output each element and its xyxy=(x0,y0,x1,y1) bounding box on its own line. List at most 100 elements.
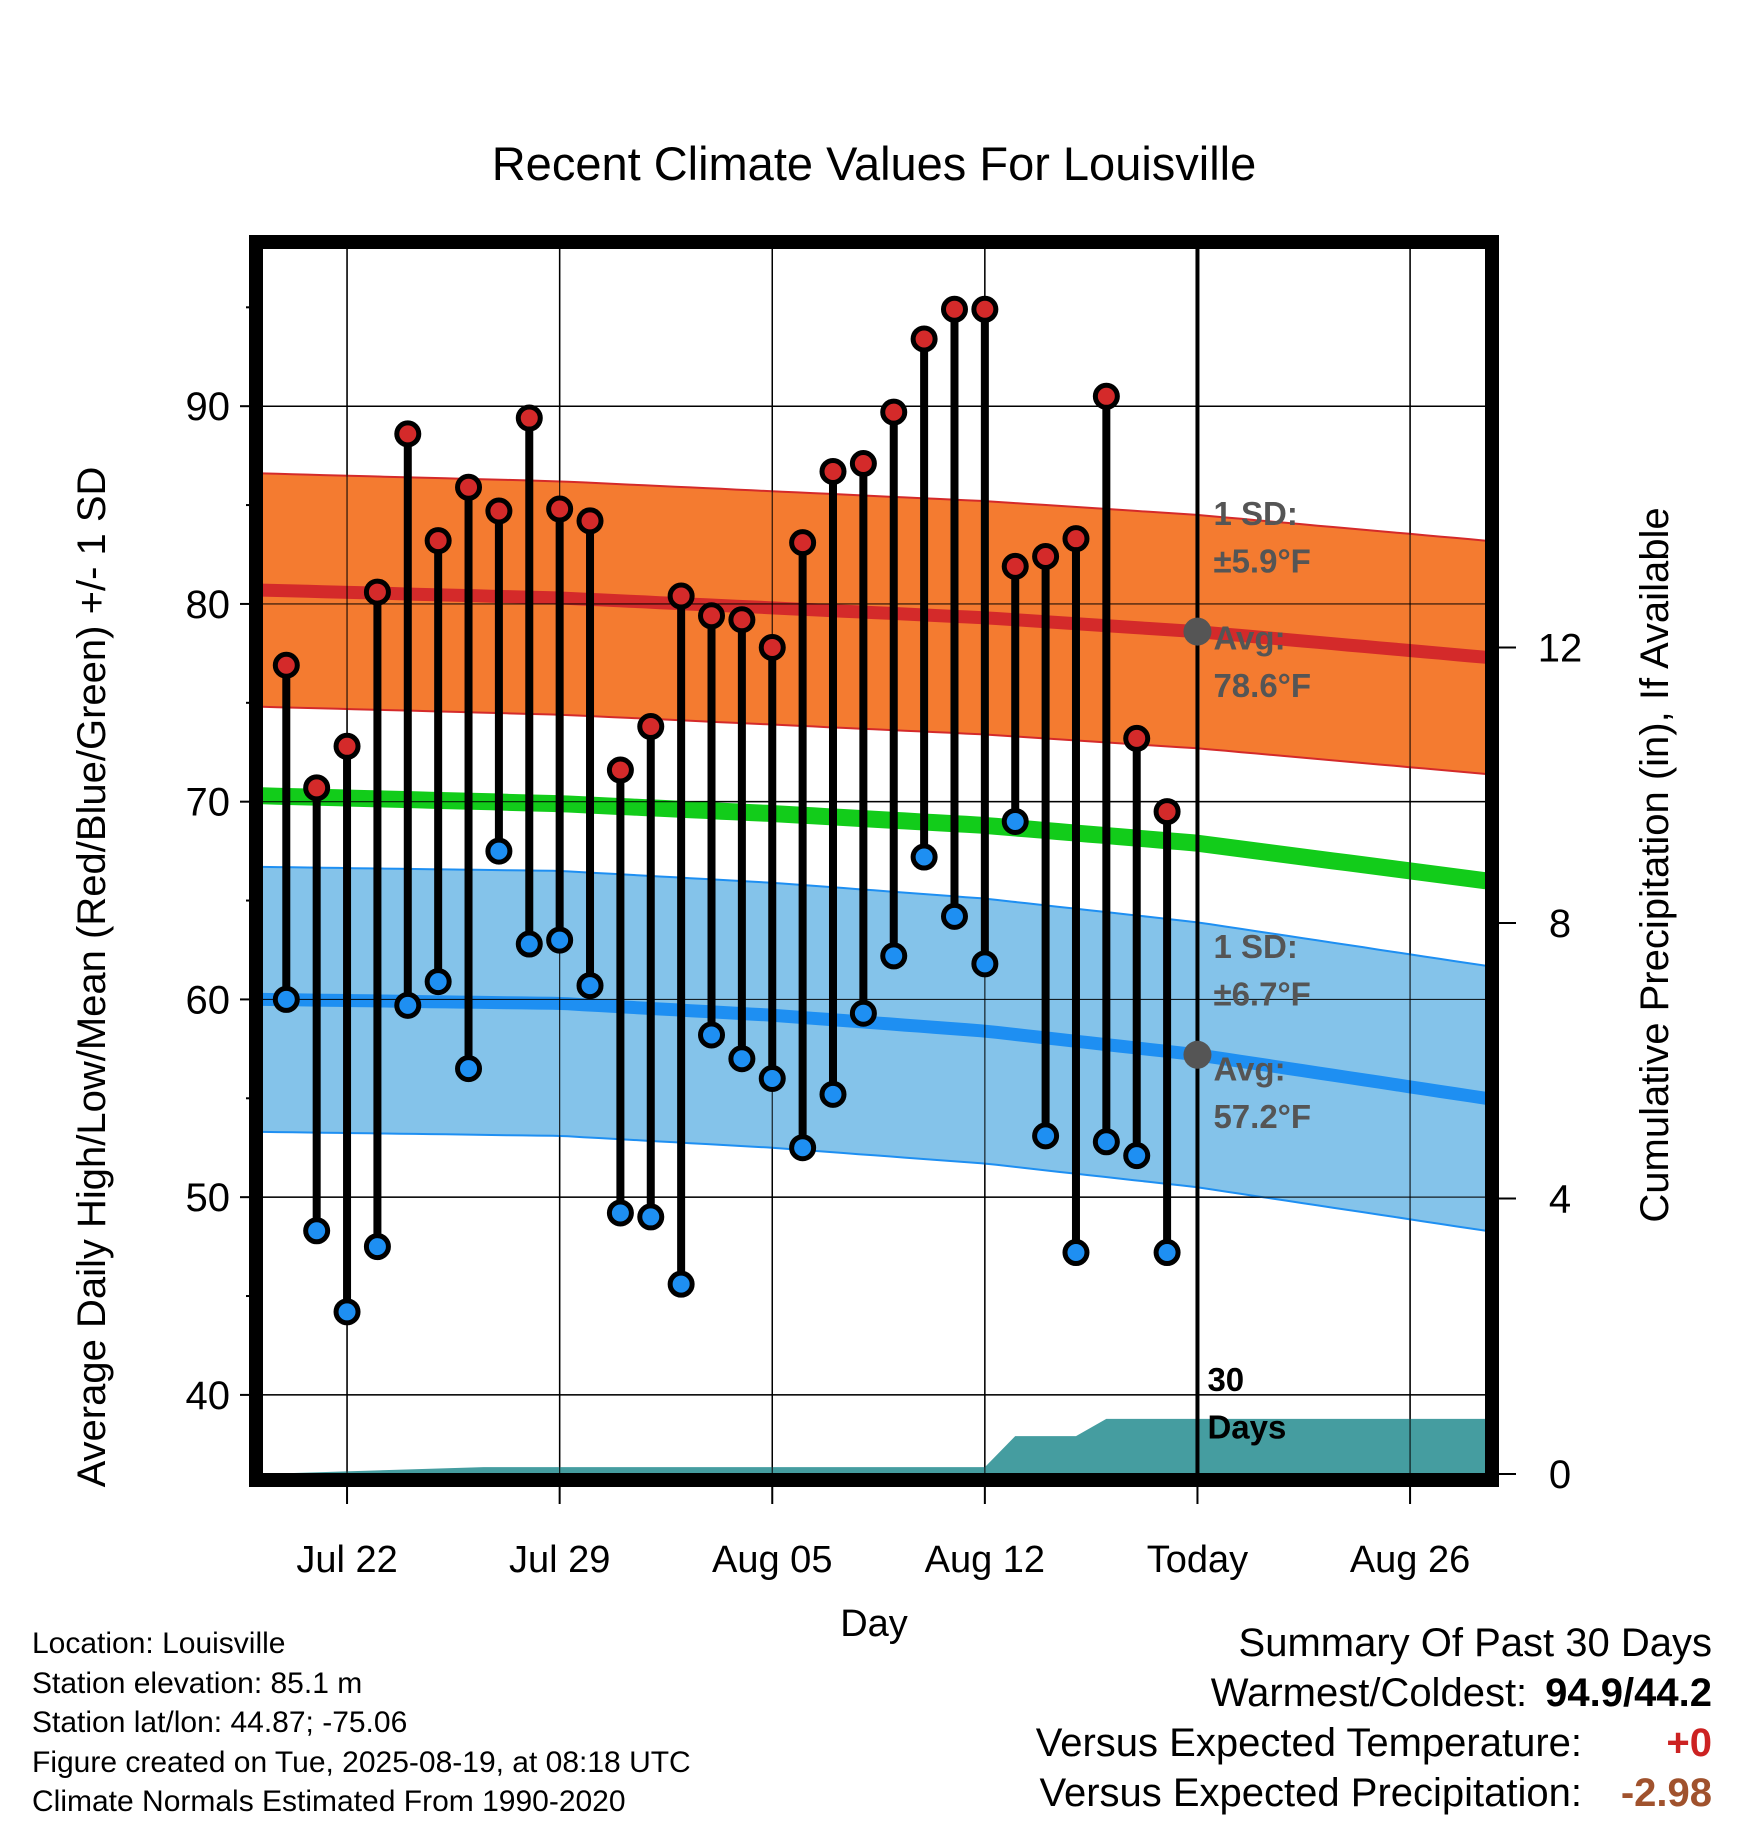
low-sd-title-label: 1 SD: xyxy=(1213,928,1297,965)
high-temp-point xyxy=(515,404,543,432)
low-temp-point xyxy=(698,1021,726,1049)
y-tick-label: 40 xyxy=(186,1374,231,1418)
low-temp-point xyxy=(819,1080,847,1108)
high-temp-point xyxy=(1032,542,1060,570)
low-temp-point xyxy=(1153,1239,1181,1267)
low-sd-band xyxy=(262,866,1486,1231)
x-tick-label: Jul 29 xyxy=(509,1539,610,1581)
axes: 40 50 60 70 80 90 0 4 8 12 Jul 22 Jul 29 Aug 05 Aug 1… xyxy=(186,235,1582,1581)
low-temp-point xyxy=(515,930,543,958)
high-temp-point xyxy=(1123,724,1151,752)
normal-mean-line xyxy=(262,787,1486,890)
high-temp-point xyxy=(849,450,877,478)
plot-frame xyxy=(249,235,1499,1487)
warmest-value: 94.9/44.2 xyxy=(1545,1671,1712,1715)
high-sd-label: ±5.9°F xyxy=(1213,542,1310,579)
today-high-normal-marker xyxy=(1183,617,1212,646)
summary-temp-row: Versus Expected Temperature: +0 xyxy=(1036,1718,1712,1768)
summary-precip-row: Versus Expected Precipitation: -2.98 xyxy=(1036,1768,1712,1818)
y-tick-label: 60 xyxy=(186,978,231,1022)
low-avg-label: 57.2°F xyxy=(1213,1098,1311,1135)
low-band-lower-edge xyxy=(262,1130,1486,1232)
high-temp-point xyxy=(363,578,391,606)
y-tick-label: 80 xyxy=(186,583,231,627)
high-temp-point xyxy=(333,732,361,760)
high-temp-point xyxy=(910,325,938,353)
high-temp-point xyxy=(1001,552,1029,580)
normals-text: Climate Normals Estimated From 1990-2020 xyxy=(32,1785,626,1818)
low-sd-label: ±6.7°F xyxy=(1213,975,1310,1012)
high-temp-point xyxy=(698,602,726,630)
x-tick-label: Jul 22 xyxy=(296,1539,397,1581)
latlon-text: Station lat/lon: 44.87; -75.06 xyxy=(32,1706,408,1739)
high-temp-point xyxy=(880,398,908,426)
location-text: Location: Louisville xyxy=(32,1627,286,1660)
low-temp-point xyxy=(1092,1128,1120,1156)
high-temp-point xyxy=(576,507,604,535)
high-temp-point xyxy=(758,633,786,661)
summary-panel: Summary Of Past 30 Days Warmest/Coldest:… xyxy=(1036,1618,1712,1818)
today-days-unit-label: Days xyxy=(1207,1408,1286,1445)
high-avg-title-label: Avg: xyxy=(1213,619,1285,656)
low-temp-point xyxy=(394,991,422,1019)
low-temp-point xyxy=(637,1203,665,1231)
low-temp-point xyxy=(333,1298,361,1326)
low-temp-point xyxy=(849,999,877,1027)
high-temp-point xyxy=(424,527,452,555)
high-temp-point xyxy=(1062,525,1090,553)
high-temp-point xyxy=(667,582,695,610)
high-temp-point xyxy=(1092,382,1120,410)
low-temp-point xyxy=(485,837,513,865)
elevation-text: Station elevation: 85.1 m xyxy=(32,1666,363,1700)
high-avg-label: 78.6°F xyxy=(1213,667,1311,704)
low-temp-point xyxy=(363,1233,391,1261)
low-temp-point xyxy=(576,972,604,1000)
high-temp-point xyxy=(971,295,999,323)
low-temp-point xyxy=(303,1217,331,1245)
high-temp-point xyxy=(394,420,422,448)
high-temp-point xyxy=(455,473,483,501)
high-temp-point xyxy=(819,457,847,485)
y2-tick-label: 0 xyxy=(1549,1453,1571,1497)
y-tick-label: 90 xyxy=(186,385,231,429)
precip-area xyxy=(262,1418,1486,1474)
plot-area: 1 SD: ±5.9°F Avg: 78.6°F 1 SD: ±6.7°F Avg: 57.2… xyxy=(262,248,1486,1474)
high-temp-point xyxy=(303,774,331,802)
temp-label: Versus Expected Temperature: xyxy=(1035,1721,1582,1765)
high-temp-point xyxy=(637,713,665,741)
low-temp-point xyxy=(546,926,574,954)
low-temp-point xyxy=(758,1065,786,1093)
low-temp-point xyxy=(1032,1122,1060,1150)
low-temp-point xyxy=(940,902,968,930)
created-text: Figure created on Tue, 2025-08-19, at 08… xyxy=(32,1745,691,1779)
low-temp-point xyxy=(1001,807,1029,835)
plot-clipped-group xyxy=(262,248,1486,1474)
x-tick-label: Aug 05 xyxy=(712,1539,832,1581)
y2-tick-label: 8 xyxy=(1549,902,1571,946)
x-axis-label: Day xyxy=(840,1603,908,1645)
temp-value: +0 xyxy=(1666,1721,1712,1765)
high-temp-point xyxy=(940,295,968,323)
today-days-count-label: 30 xyxy=(1207,1361,1244,1398)
chart-title: Recent Climate Values For Louisville xyxy=(492,137,1257,190)
low-temp-point xyxy=(728,1045,756,1073)
precip-label: Versus Expected Precipitation: xyxy=(1039,1771,1582,1815)
low-temp-point xyxy=(424,968,452,996)
y2-axis-label: Cumulative Precipitation (in), If Availa… xyxy=(1633,507,1677,1222)
low-temp-point xyxy=(1123,1142,1151,1170)
high-temp-point xyxy=(606,756,634,784)
y-axis-label: Average Daily High/Low/Mean (Red/Blue/Gr… xyxy=(70,467,114,1488)
high-temp-point xyxy=(485,497,513,525)
high-temp-point xyxy=(1153,798,1181,826)
today-low-normal-marker xyxy=(1183,1040,1212,1069)
low-temp-point xyxy=(667,1270,695,1298)
x-tick-label: Aug 26 xyxy=(1350,1539,1470,1581)
summary-warmest-row: Warmest/Coldest: 94.9/44.2 xyxy=(1036,1668,1712,1718)
high-temp-point xyxy=(546,495,574,523)
high-temp-point xyxy=(272,651,300,679)
low-temp-point xyxy=(1062,1239,1090,1267)
low-temp-point xyxy=(272,985,300,1013)
warmest-label: Warmest/Coldest: xyxy=(1210,1671,1528,1715)
precip-value: -2.98 xyxy=(1620,1771,1712,1815)
low-temp-point xyxy=(606,1199,634,1227)
